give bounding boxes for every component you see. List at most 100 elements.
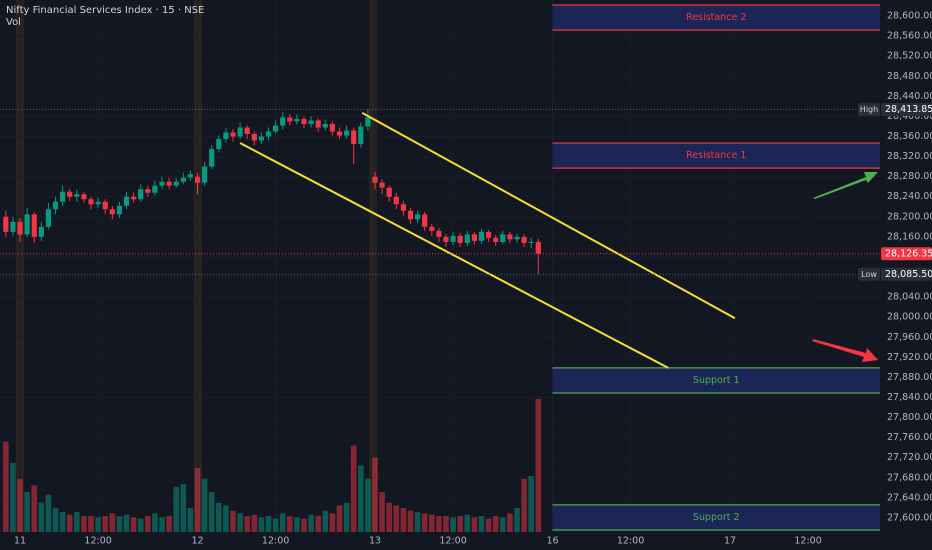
- volume-bar: [173, 486, 180, 532]
- zone: [552, 5, 880, 31]
- candle-body: [180, 177, 186, 182]
- volume-bar: [109, 513, 116, 532]
- candle-body: [514, 236, 520, 240]
- candle-body: [436, 230, 442, 237]
- price-label-box: [881, 102, 932, 116]
- candle-body: [450, 235, 456, 242]
- volume-bar: [258, 517, 265, 532]
- y-tick-label: 28,280.00: [887, 171, 932, 182]
- trend-line: [239, 142, 669, 369]
- price-label-box: [881, 247, 932, 261]
- y-tick-label: 27,720.00: [887, 452, 932, 463]
- candle-body: [123, 196, 130, 206]
- candle-body: [393, 196, 399, 205]
- volume-bar: [336, 505, 343, 532]
- volume-bar: [521, 478, 527, 532]
- session-break: [369, 0, 377, 532]
- candle-body: [471, 234, 477, 241]
- candle-body: [38, 226, 44, 237]
- volume-bar: [400, 508, 407, 532]
- y-tick-label: 28,560.00: [887, 31, 932, 42]
- volume-bar: [464, 514, 471, 532]
- candle-body: [244, 127, 250, 135]
- candle-body: [358, 126, 364, 145]
- volume-bar: [194, 468, 201, 532]
- volume-bar: [237, 513, 243, 532]
- x-tick-label: 12:00: [794, 536, 821, 547]
- y-tick-label: 28,320.00: [887, 151, 932, 162]
- x-tick-label: 11: [14, 536, 26, 547]
- y-tick-label: 27,680.00: [887, 472, 932, 483]
- candle-body: [81, 194, 87, 200]
- volume-bar: [365, 478, 371, 532]
- candle-body: [60, 191, 66, 202]
- volume-bar: [152, 513, 158, 532]
- candle-body: [287, 117, 293, 122]
- candle-body: [17, 221, 23, 235]
- candle-body: [315, 120, 321, 128]
- zone-label: Support 2: [693, 512, 740, 523]
- candle-body: [507, 234, 513, 240]
- volume-bar: [457, 516, 463, 532]
- candle-body: [223, 132, 229, 140]
- y-tick-label: 27,840.00: [887, 392, 932, 403]
- volume-bar: [24, 492, 30, 532]
- candle-body: [159, 181, 165, 186]
- candle-body: [478, 231, 485, 241]
- volume-bar: [102, 516, 109, 532]
- candle-body: [3, 216, 9, 232]
- price-label-name-box: [858, 102, 880, 116]
- volume-bar: [322, 510, 329, 532]
- candle-body: [485, 231, 492, 238]
- y-tick-label: 27,920.00: [887, 352, 932, 363]
- x-tick-label: 12:00: [262, 536, 289, 547]
- candle-body: [24, 214, 30, 235]
- candle-body: [273, 125, 279, 132]
- volume-bar: [265, 516, 272, 532]
- trend-line: [361, 112, 736, 320]
- volume-bar: [52, 508, 59, 532]
- volume-bar: [244, 516, 251, 532]
- volume-bar: [38, 502, 45, 532]
- volume-bar: [116, 516, 123, 532]
- volume-bar: [528, 476, 534, 532]
- price-label-box: [881, 267, 932, 281]
- candle-body: [415, 214, 421, 220]
- candle-body: [131, 196, 137, 200]
- candle-body: [95, 201, 101, 205]
- price-label-name-box: [858, 267, 880, 281]
- candle-body: [294, 118, 300, 122]
- candle-body: [386, 187, 392, 197]
- y-tick-label: 28,480.00: [887, 71, 932, 82]
- y-tick-label: 27,960.00: [887, 332, 932, 343]
- candle-body: [521, 236, 527, 243]
- zone: [552, 504, 880, 530]
- candle-body: [329, 123, 336, 132]
- volume-bar: [45, 494, 52, 532]
- candle-body: [365, 117, 371, 127]
- y-tick-label: 27,880.00: [887, 372, 932, 383]
- volume-bar: [436, 516, 442, 532]
- volume-bar: [123, 514, 130, 532]
- candle-body: [336, 131, 343, 136]
- y-tick-label: 28,000.00: [887, 312, 932, 323]
- volume-bar: [421, 513, 428, 532]
- candle-body: [237, 127, 243, 137]
- candle-body: [10, 221, 16, 232]
- candle-body: [166, 181, 172, 186]
- volume-bar: [379, 492, 385, 532]
- y-tick-label: 28,600.00: [887, 11, 932, 22]
- volume-bar: [393, 505, 400, 532]
- candle-body: [400, 204, 407, 211]
- candle-body: [145, 189, 151, 193]
- x-tick-label: 16: [546, 536, 558, 547]
- down-arrow: [812, 339, 878, 362]
- volume-bar: [428, 514, 435, 532]
- volume-bar: [159, 517, 165, 532]
- candle-body: [31, 214, 37, 237]
- volume-bar: [95, 517, 101, 532]
- price-label: 28,126.35: [885, 248, 932, 259]
- y-tick-label: 27,640.00: [887, 492, 932, 503]
- volume-bar: [308, 514, 314, 532]
